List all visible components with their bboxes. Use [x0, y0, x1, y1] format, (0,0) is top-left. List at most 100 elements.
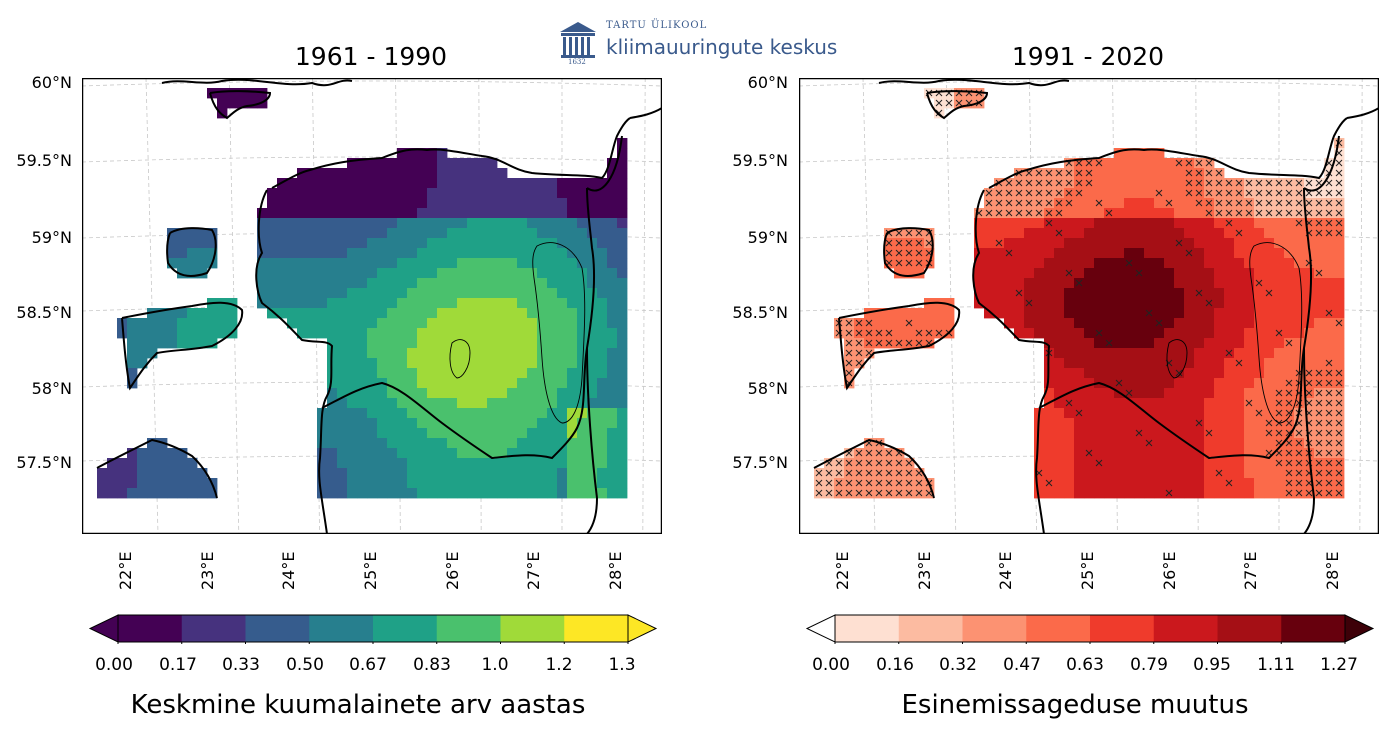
significance-x	[905, 259, 913, 267]
grid-cell	[1314, 358, 1325, 369]
grid-cell	[427, 208, 438, 219]
grid-cell	[177, 468, 188, 479]
grid-cell	[617, 368, 628, 379]
grid-cell	[1064, 318, 1075, 329]
grid-cell	[1144, 378, 1155, 389]
grid-cell	[1334, 348, 1345, 359]
grid-cell	[1244, 368, 1255, 379]
grid-cell	[1094, 218, 1105, 229]
grid-cell	[617, 478, 628, 489]
grid-cell	[1144, 208, 1155, 219]
grid-cell	[317, 288, 328, 299]
grid-cell	[337, 368, 348, 379]
grid-cell	[287, 298, 298, 309]
grid-cell	[367, 458, 378, 469]
grid-cell	[387, 198, 398, 209]
grid-cell	[1104, 178, 1115, 189]
grid-cell	[437, 478, 448, 489]
significance-x	[895, 339, 903, 347]
grid-cell	[407, 188, 418, 199]
grid-cell	[377, 188, 388, 199]
grid-cell	[1174, 328, 1185, 339]
lon-label: 28°E	[1323, 551, 1342, 590]
grid-cell	[1174, 438, 1185, 449]
grid-cell	[1124, 428, 1135, 439]
grid-cell	[577, 458, 588, 469]
grid-cell	[427, 348, 438, 359]
grid-cell	[597, 418, 608, 429]
grid-cell	[407, 438, 418, 449]
grid-cell	[467, 348, 478, 359]
grid-cell	[1034, 248, 1045, 259]
grid-cell	[467, 318, 478, 329]
significance-x	[1255, 409, 1263, 417]
grid-cell	[487, 188, 498, 199]
grid-cell	[1304, 338, 1315, 349]
grid-cell	[287, 288, 298, 299]
grid-cell	[1284, 278, 1295, 289]
lake-vortsjarv-outline	[449, 339, 471, 379]
grid-cell	[1104, 468, 1115, 479]
grid-cell	[617, 328, 628, 339]
grid-cell	[1074, 198, 1085, 209]
grid-cell	[317, 318, 328, 329]
grid-cell	[447, 288, 458, 299]
grid-cell	[367, 408, 378, 419]
grid-cell	[427, 178, 438, 189]
grid-cell	[1174, 428, 1185, 439]
grid-cell	[1044, 268, 1055, 279]
grid-cell	[327, 308, 338, 319]
grid-cell	[1154, 388, 1165, 399]
grid-cell	[557, 258, 568, 269]
grid-cell	[497, 178, 508, 189]
significance-x	[1225, 209, 1233, 217]
grid-cell	[1104, 358, 1115, 369]
grid-cell	[617, 438, 628, 449]
grid-cell	[337, 458, 348, 469]
colorbar-label-right: Esinemissageduse muutus	[901, 690, 1249, 720]
grid-cell	[1244, 238, 1255, 249]
grid-cell	[984, 288, 995, 299]
significance-x	[1185, 189, 1193, 197]
grid-cell	[507, 408, 518, 419]
grid-cell	[1154, 218, 1165, 229]
grid-cell	[1204, 448, 1215, 459]
grid-cell	[1094, 338, 1105, 349]
grid-cell	[1304, 328, 1315, 339]
grid-cell	[1254, 348, 1265, 359]
colorbar-tick: 1.11	[1257, 655, 1295, 675]
grid-cell	[497, 458, 508, 469]
significance-x	[1045, 169, 1053, 177]
grid-cell	[1154, 258, 1165, 269]
grid-cell	[1064, 328, 1075, 339]
significance-x	[1315, 369, 1323, 377]
grid-cell	[577, 328, 588, 339]
grid-cell	[1194, 408, 1205, 419]
significance-x	[1215, 189, 1223, 197]
grid-cell	[1264, 328, 1275, 339]
grid-cell	[1234, 458, 1245, 469]
grid-cell	[517, 328, 528, 339]
grid-cell	[597, 428, 608, 439]
grid-cell	[1214, 478, 1225, 489]
grid-cell	[347, 258, 358, 269]
grid-cell	[1254, 478, 1265, 489]
grid-cell	[207, 488, 218, 499]
significance-x	[835, 459, 843, 467]
grid-cell	[1144, 298, 1155, 309]
grid-cell	[227, 308, 238, 319]
grid-cell	[1084, 398, 1095, 409]
grid-cell	[617, 138, 628, 149]
grid-cell	[507, 428, 518, 439]
grid-cell	[507, 468, 518, 479]
grid-cell	[1184, 288, 1195, 299]
grid-cell	[127, 448, 138, 459]
grid-cell	[1284, 288, 1295, 299]
grid-cell	[467, 238, 478, 249]
grid-cell	[1044, 338, 1055, 349]
grid-cell	[1164, 268, 1175, 279]
grid-cell	[1114, 188, 1125, 199]
grid-cell	[467, 168, 478, 179]
grid-cell	[347, 398, 358, 409]
grid-cell	[994, 298, 1005, 309]
